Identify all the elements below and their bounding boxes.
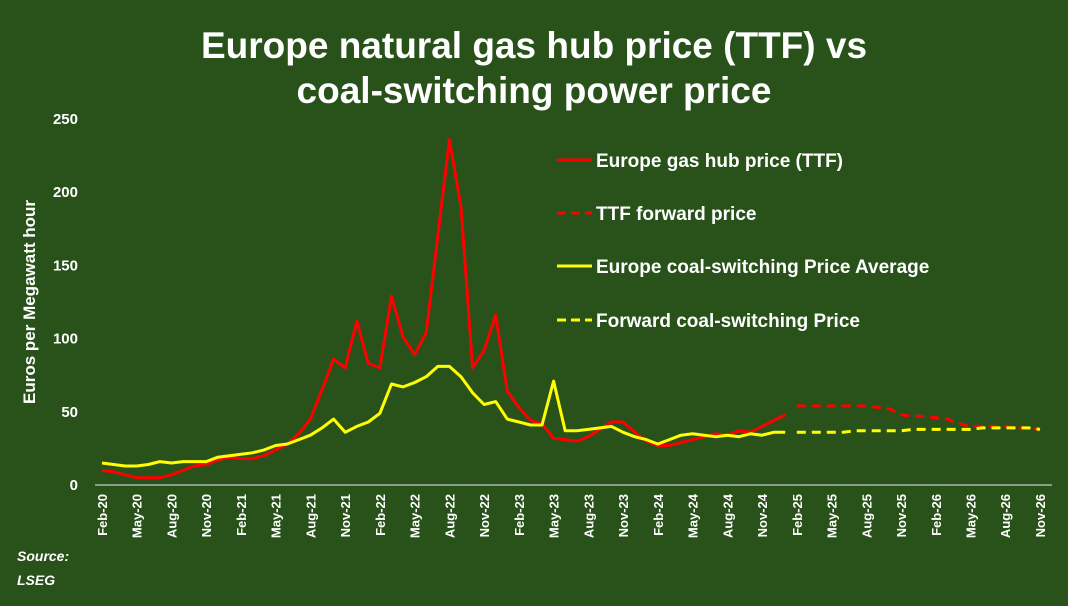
series-line-0 [101,138,786,480]
y-tick-label: 50 [61,404,78,421]
y-tick-label: 100 [53,331,78,348]
x-tick-label: Feb-26 [929,494,944,536]
series-lines [101,138,1041,480]
series-line-3 [796,426,1041,434]
y-tick-label: 0 [70,477,78,494]
y-tick-label: 200 [53,184,78,201]
series-line-2 [101,364,786,468]
source-name: LSEG [17,572,55,588]
x-tick-label: May-21 [269,494,284,538]
legend-label: Forward coal-switching Price [596,311,860,332]
x-tick-label: May-25 [825,494,840,538]
x-tick-label: Feb-24 [651,493,666,536]
x-tick-label: Feb-20 [95,494,110,536]
x-tick-label: Aug-26 [998,494,1013,538]
x-tick-label: Nov-24 [755,493,770,537]
x-tick-label: Nov-26 [1033,494,1048,537]
source-label: Source: [17,548,69,564]
x-tick-label: Feb-25 [790,494,805,536]
y-axis-label: Euros per Megawatt hour [20,200,39,404]
chart-title-line-1: Europe natural gas hub price (TTF) vs [201,25,867,66]
legend: Europe gas hub price (TTF) TTF forward pr… [557,151,929,332]
x-tick-label: Feb-23 [512,494,527,536]
x-tick-label: Aug-23 [581,494,596,538]
x-tick-label: Aug-25 [859,494,874,538]
legend-item: Forward coal-switching Price [557,311,860,332]
x-tick-label: Feb-22 [373,494,388,536]
x-tick-label: Feb-21 [234,494,249,536]
series-line-1 [796,404,1041,431]
legend-label: TTF forward price [596,204,756,225]
legend-item: Europe gas hub price (TTF) [557,151,843,172]
x-ticks: Feb-20 May-20 Aug-20 Nov-20 Feb-21 May-21 Aug-… [95,493,1048,538]
x-tick-label: May-22 [408,494,423,538]
legend-item: TTF forward price [557,204,756,225]
x-tick-label: Nov-21 [338,494,353,537]
x-tick-label: May-24 [686,493,701,538]
legend-item: Europe coal-switching Price Average [557,257,929,278]
x-tick-label: Aug-21 [303,494,318,538]
x-tick-label: May-20 [130,494,145,538]
legend-label: Europe gas hub price (TTF) [596,151,843,172]
y-tick-label: 250 [53,111,78,128]
x-tick-label: May-23 [547,494,562,538]
x-tick-label: Aug-22 [442,494,457,538]
x-tick-label: Aug-24 [720,493,735,538]
x-tick-label: Nov-23 [616,494,631,537]
x-tick-label: Aug-20 [164,494,179,538]
x-tick-label: Nov-20 [199,494,214,537]
chart-title-line-2: coal-switching power price [297,70,772,111]
y-ticks: 0 50 100 150 200 250 [53,111,78,494]
x-tick-label: May-26 [964,494,979,538]
legend-label: Europe coal-switching Price Average [596,257,929,278]
x-tick-label: Nov-22 [477,494,492,537]
y-tick-label: 150 [53,257,78,274]
x-tick-label: Nov-25 [894,494,909,537]
